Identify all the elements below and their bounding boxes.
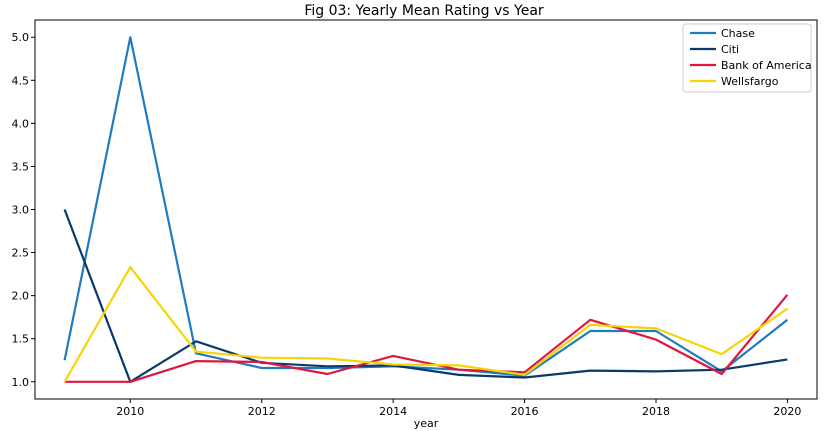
y-tick-label: 4.0 <box>12 117 30 130</box>
y-tick-label: 3.5 <box>12 160 30 173</box>
legend-label: Bank of America <box>721 59 812 72</box>
legend-label: Wellsfargo <box>721 75 779 88</box>
series-line-citi <box>63 209 788 383</box>
x-axis-title: year <box>414 417 439 430</box>
y-tick-label: 1.0 <box>12 376 30 389</box>
y-axis: 1.0 1.5 2.0 2.5 3.0 3.5 4.0 4.5 5.0 <box>12 31 35 389</box>
chart-title: Fig 03: Yearly Mean Rating vs Year <box>304 3 544 19</box>
series-lines <box>63 36 789 383</box>
x-tick-label: 2012 <box>248 405 276 418</box>
x-tick-label: 2014 <box>379 405 407 418</box>
legend: Chase Citi Bank of America Wellsfargo <box>682 23 812 93</box>
y-tick-label: 5.0 <box>12 31 30 44</box>
series-line-bank-of-america <box>64 294 789 383</box>
legend-label: Chase <box>721 27 755 40</box>
y-tick-label: 3.0 <box>12 204 30 217</box>
y-tick-label: 2.0 <box>12 290 30 303</box>
x-tick-label: 2016 <box>511 405 539 418</box>
x-tick-label: 2018 <box>642 405 670 418</box>
x-tick-label: 2010 <box>116 405 144 418</box>
x-tick-label: 2020 <box>773 405 801 418</box>
legend-label: Citi <box>721 43 739 56</box>
legend-frame <box>682 23 812 93</box>
series-line-wellsfargo <box>63 266 789 383</box>
y-tick-label: 4.5 <box>12 74 30 87</box>
series-line-chase <box>63 36 789 377</box>
y-tick-label: 2.5 <box>12 247 30 260</box>
x-axis: 2010 2012 2014 2016 2018 2020 <box>116 399 801 418</box>
y-tick-label: 1.5 <box>12 333 30 346</box>
